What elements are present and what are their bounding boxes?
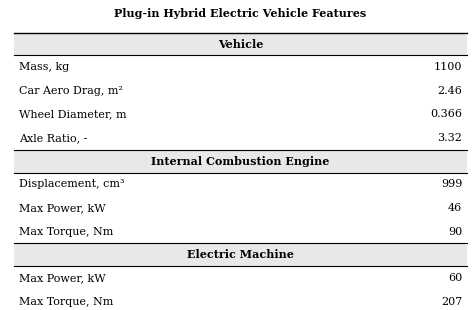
Text: 3.32: 3.32: [438, 133, 462, 143]
Text: 2.46: 2.46: [438, 86, 462, 96]
Text: 90: 90: [448, 227, 462, 237]
Text: 207: 207: [441, 297, 462, 307]
Text: Wheel Diameter, m: Wheel Diameter, m: [19, 109, 127, 119]
Text: 60: 60: [448, 273, 462, 283]
Text: Max Power, kW: Max Power, kW: [19, 273, 106, 283]
Text: Displacement, cm³: Displacement, cm³: [19, 179, 125, 189]
Text: Max Torque, Nm: Max Torque, Nm: [19, 227, 113, 237]
Text: Car Aero Drag, m²: Car Aero Drag, m²: [19, 86, 123, 96]
Text: Mass, kg: Mass, kg: [19, 62, 69, 72]
Text: Max Torque, Nm: Max Torque, Nm: [19, 297, 113, 307]
Text: 999: 999: [441, 179, 462, 189]
Text: 0.366: 0.366: [430, 109, 462, 119]
Text: Internal Combustion Engine: Internal Combustion Engine: [151, 156, 330, 167]
Text: Max Power, kW: Max Power, kW: [19, 203, 106, 213]
Text: Vehicle: Vehicle: [218, 38, 263, 50]
Text: Axle Ratio, -: Axle Ratio, -: [19, 133, 87, 143]
Text: 46: 46: [448, 203, 462, 213]
FancyBboxPatch shape: [14, 33, 467, 55]
Text: 1100: 1100: [434, 62, 462, 72]
Text: Electric Machine: Electric Machine: [187, 249, 294, 260]
Text: Plug-in Hybrid Electric Vehicle Features: Plug-in Hybrid Electric Vehicle Features: [114, 8, 367, 19]
FancyBboxPatch shape: [14, 150, 467, 173]
FancyBboxPatch shape: [14, 243, 467, 266]
